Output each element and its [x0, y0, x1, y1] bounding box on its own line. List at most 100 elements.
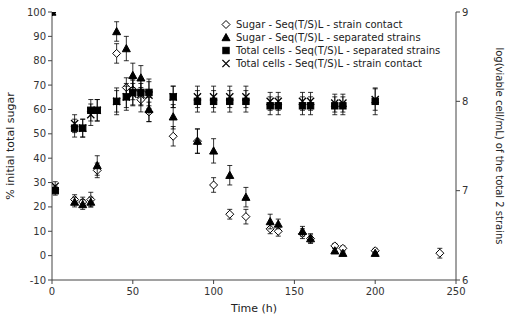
y-tick — [48, 231, 52, 232]
y-tick — [48, 36, 52, 37]
point — [210, 147, 218, 154]
x-tick-label: 150 — [285, 286, 304, 297]
x-axis-line — [52, 280, 456, 281]
y-tick — [48, 12, 52, 13]
point — [242, 213, 250, 221]
x-tick-label: 250 — [446, 286, 465, 297]
x-tick — [52, 280, 53, 284]
point — [52, 183, 59, 190]
point — [226, 210, 234, 218]
y-tick-label: 60 — [33, 104, 46, 115]
x-tick — [375, 280, 376, 284]
point — [372, 96, 379, 103]
point — [169, 132, 177, 140]
y2-axis-title: log(viable cell/mL) of the total 2 strai… — [494, 47, 505, 244]
point — [137, 91, 144, 98]
series — [52, 79, 378, 195]
point — [71, 120, 78, 127]
point — [226, 93, 233, 100]
point — [79, 125, 86, 132]
y-tick — [48, 280, 52, 281]
x-tick — [456, 280, 457, 284]
legend-symbol — [222, 34, 230, 41]
x-tick-label: 200 — [366, 286, 385, 297]
point — [298, 227, 306, 234]
y-tick-label: 30 — [33, 177, 46, 188]
point — [113, 98, 120, 105]
legend-symbol — [222, 60, 229, 67]
point — [210, 93, 217, 100]
error-bars — [53, 79, 378, 195]
series — [52, 12, 444, 258]
y-tick — [48, 206, 52, 207]
legend-label: Sugar - Seq(T/S)L - separated strains — [236, 32, 421, 43]
y2-tick — [456, 280, 460, 281]
y-axis-title: % initial total sugar — [4, 92, 17, 200]
y2-tick — [456, 101, 460, 102]
point — [275, 98, 282, 105]
point — [52, 12, 56, 15]
point — [129, 91, 136, 98]
axis-titles: Time (h) % initial total sugar log(viable … — [4, 47, 505, 315]
point — [193, 137, 201, 144]
plot-area — [52, 12, 444, 258]
point — [194, 93, 201, 100]
error-bars — [53, 82, 378, 191]
point — [242, 193, 250, 200]
point — [307, 235, 315, 243]
point — [331, 247, 339, 254]
y2-tick-label: 8 — [462, 96, 468, 107]
point — [145, 91, 152, 98]
y-tick — [48, 158, 52, 159]
y2-tick — [456, 190, 460, 191]
point — [331, 100, 338, 107]
point — [267, 98, 274, 105]
y-axis-line — [52, 12, 53, 280]
y-tick-label: 0 — [40, 250, 46, 261]
y-tick-label: 10 — [33, 226, 46, 237]
point — [193, 137, 201, 145]
series — [52, 82, 379, 191]
point — [436, 249, 444, 257]
x-tick-label: 50 — [126, 286, 139, 297]
point — [52, 12, 56, 16]
point — [299, 98, 306, 105]
point — [339, 249, 347, 256]
y-tick-label: 100 — [27, 7, 46, 18]
tick-labels: 050100150200250-100102030405060708090100… — [27, 7, 468, 298]
y-tick-label: 70 — [33, 80, 46, 91]
point — [226, 171, 234, 178]
point — [170, 93, 177, 100]
y-tick — [48, 85, 52, 86]
legend-label: Total cells - Seq(T/S)L - strain contact — [235, 58, 422, 69]
point — [87, 111, 94, 118]
y-tick-label: -10 — [30, 275, 46, 286]
point — [71, 198, 79, 205]
x-tick-label: 0 — [49, 286, 55, 297]
y-tick — [48, 255, 52, 256]
point — [122, 45, 130, 52]
point — [169, 113, 177, 120]
point — [371, 249, 379, 256]
point — [210, 181, 218, 189]
point — [87, 198, 95, 205]
point — [123, 93, 130, 100]
y-tick — [48, 133, 52, 134]
y-tick-label: 50 — [33, 128, 46, 139]
y2-axis-line — [456, 12, 457, 280]
y-tick-label: 90 — [33, 31, 46, 42]
y-tick — [48, 60, 52, 61]
y2-tick-label: 6 — [462, 275, 468, 286]
axes — [48, 12, 460, 284]
legend-symbol — [223, 47, 229, 53]
y-tick-label: 80 — [33, 55, 46, 66]
x-tick — [132, 280, 133, 284]
x-tick-label: 100 — [204, 286, 223, 297]
legend-symbol — [222, 21, 230, 29]
point — [339, 100, 346, 107]
x-axis-title: Time (h) — [230, 302, 277, 315]
point — [129, 71, 137, 78]
point — [274, 220, 282, 227]
point — [113, 49, 121, 57]
point — [307, 98, 314, 105]
